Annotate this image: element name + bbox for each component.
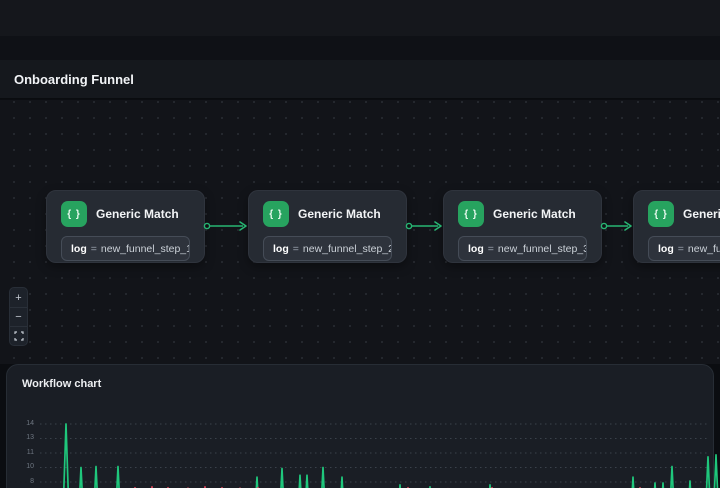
param-value: new_funnel_step_3 bbox=[497, 242, 587, 255]
edge-connector-1 bbox=[203, 221, 247, 231]
page-title: Onboarding Funnel bbox=[14, 71, 134, 87]
edge-connector-3 bbox=[600, 221, 632, 231]
param-eq: = bbox=[90, 242, 97, 255]
edge-connector-2 bbox=[405, 221, 442, 231]
node-title: Generic Match bbox=[493, 207, 576, 221]
arrow-icon bbox=[434, 221, 442, 231]
fit-view-icon bbox=[13, 331, 24, 341]
param-value: new_funnel_step_1 bbox=[100, 242, 190, 255]
param-key: log bbox=[658, 242, 674, 255]
arrow-icon bbox=[239, 221, 247, 231]
y-tick-label: 13 bbox=[26, 434, 34, 442]
y-tick-label: 8 bbox=[30, 477, 34, 485]
param-value: new_funnel_step_4 bbox=[687, 242, 720, 255]
param-eq: = bbox=[292, 242, 299, 255]
param-eq: = bbox=[677, 242, 684, 255]
node-header: { } Generic Match bbox=[61, 201, 190, 227]
node-header: { } Generic Match bbox=[458, 201, 587, 227]
workflow-canvas[interactable]: { } Generic Match log = new_funnel_step_… bbox=[0, 100, 720, 364]
node-param-pill: log = new_funnel_step_3 bbox=[458, 236, 587, 261]
workflow-chart bbox=[40, 423, 719, 488]
node-generic-match-2[interactable]: { } Generic Match log = new_funnel_step_… bbox=[248, 190, 407, 263]
node-header: { } Generic Match bbox=[648, 201, 720, 227]
node-title: Generic Match bbox=[298, 207, 381, 221]
braces-icon: { } bbox=[648, 201, 674, 227]
arrow-icon bbox=[624, 221, 632, 231]
y-tick-label: 11 bbox=[26, 448, 34, 456]
param-key: log bbox=[468, 242, 484, 255]
window-titlebar bbox=[0, 0, 720, 36]
param-key: log bbox=[71, 242, 87, 255]
fit-view-button[interactable] bbox=[10, 326, 27, 345]
y-tick-label: 14 bbox=[26, 419, 34, 427]
canvas-zoom-controls: + − bbox=[9, 287, 28, 346]
node-title: Generic Match bbox=[96, 207, 179, 221]
zoom-out-button[interactable]: − bbox=[10, 307, 27, 326]
braces-icon: { } bbox=[263, 201, 289, 227]
braces-icon: { } bbox=[458, 201, 484, 227]
page-header: Onboarding Funnel bbox=[0, 60, 720, 99]
param-value: new_funnel_step_2 bbox=[302, 242, 392, 255]
zoom-in-button[interactable]: + bbox=[15, 291, 22, 304]
node-param-pill: log = new_funnel_step_4 bbox=[648, 236, 720, 261]
chart-title: Workflow chart bbox=[22, 378, 102, 390]
node-generic-match-4[interactable]: { } Generic Match log = new_funnel_step_… bbox=[633, 190, 720, 263]
tab-bar: Onboarding Funnel ⋮ + bbox=[0, 36, 720, 96]
node-generic-match-1[interactable]: { } Generic Match log = new_funnel_step_… bbox=[46, 190, 205, 263]
node-title: Generic Match bbox=[683, 207, 720, 221]
braces-icon: { } bbox=[61, 201, 87, 227]
node-param-pill: log = new_funnel_step_1 bbox=[61, 236, 190, 261]
param-eq: = bbox=[487, 242, 494, 255]
node-header: { } Generic Match bbox=[263, 201, 392, 227]
y-tick-label: 10 bbox=[26, 463, 34, 471]
param-key: log bbox=[273, 242, 289, 255]
node-generic-match-3[interactable]: { } Generic Match log = new_funnel_step_… bbox=[443, 190, 602, 263]
node-param-pill: log = new_funnel_step_2 bbox=[263, 236, 392, 261]
